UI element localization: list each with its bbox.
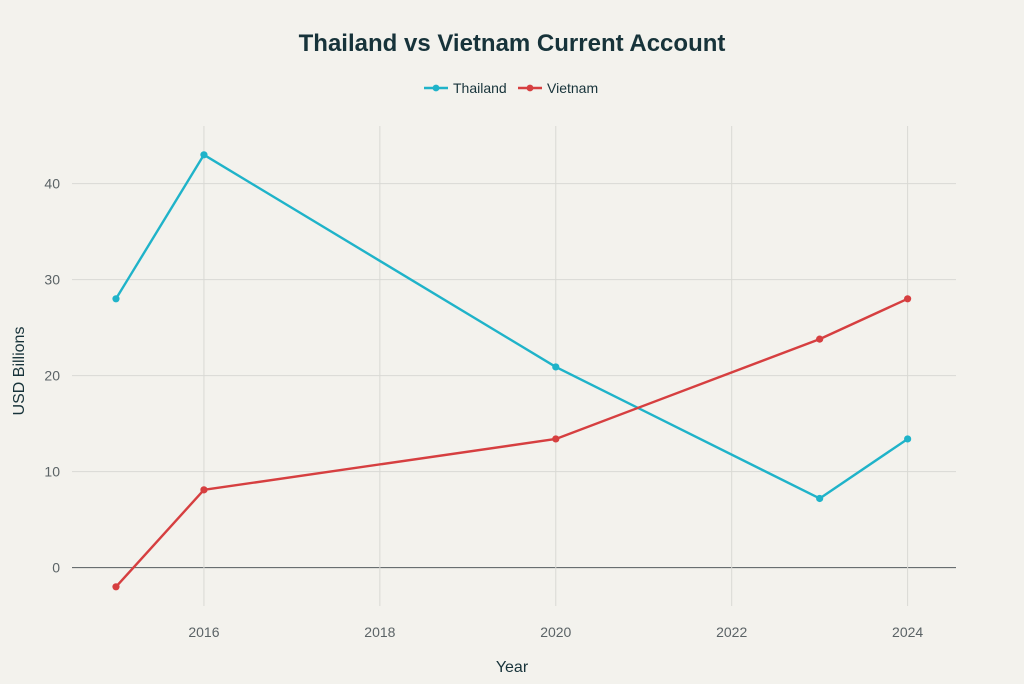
legend-swatch-marker <box>432 84 440 92</box>
legend-swatch-marker <box>526 84 534 92</box>
data-point[interactable] <box>816 335 824 343</box>
data-point[interactable] <box>200 486 208 494</box>
y-axis-title: USD Billions <box>11 327 28 416</box>
x-axis-title: Year <box>496 659 529 676</box>
legend-item-vietnam[interactable]: Vietnam <box>518 80 598 96</box>
series-layer <box>112 151 912 591</box>
chart-title: Thailand vs Vietnam Current Account <box>299 30 726 57</box>
series-thailand <box>112 151 912 503</box>
x-axis-ticks: 2016 2018 2020 2022 2024 <box>188 624 923 640</box>
data-point[interactable] <box>112 583 120 591</box>
y-tick-label: 0 <box>52 560 60 576</box>
data-point[interactable] <box>112 295 120 303</box>
legend-label: Thailand <box>453 80 507 96</box>
x-tick-label: 2016 <box>188 624 219 640</box>
y-tick-label: 40 <box>44 176 60 192</box>
legend-item-thailand[interactable]: Thailand <box>424 80 507 96</box>
data-point[interactable] <box>552 363 560 371</box>
series-line <box>114 297 909 588</box>
legend: Thailand Vietnam <box>424 80 598 96</box>
y-axis-ticks: 0 10 20 30 40 <box>44 176 60 576</box>
data-point[interactable] <box>552 435 560 443</box>
data-point[interactable] <box>904 295 912 303</box>
series-line <box>114 153 909 500</box>
series-vietnam <box>112 295 912 591</box>
y-tick-label: 20 <box>44 368 60 384</box>
legend-label: Vietnam <box>547 80 598 96</box>
x-tick-label: 2024 <box>892 624 923 640</box>
y-tick-label: 10 <box>44 464 60 480</box>
x-tick-label: 2022 <box>716 624 747 640</box>
data-point[interactable] <box>816 494 824 503</box>
data-point[interactable] <box>904 435 912 443</box>
x-tick-label: 2020 <box>540 624 571 640</box>
x-tick-label: 2018 <box>364 624 395 640</box>
grid <box>72 126 956 606</box>
data-point[interactable] <box>200 151 208 159</box>
y-tick-label: 30 <box>44 272 60 288</box>
